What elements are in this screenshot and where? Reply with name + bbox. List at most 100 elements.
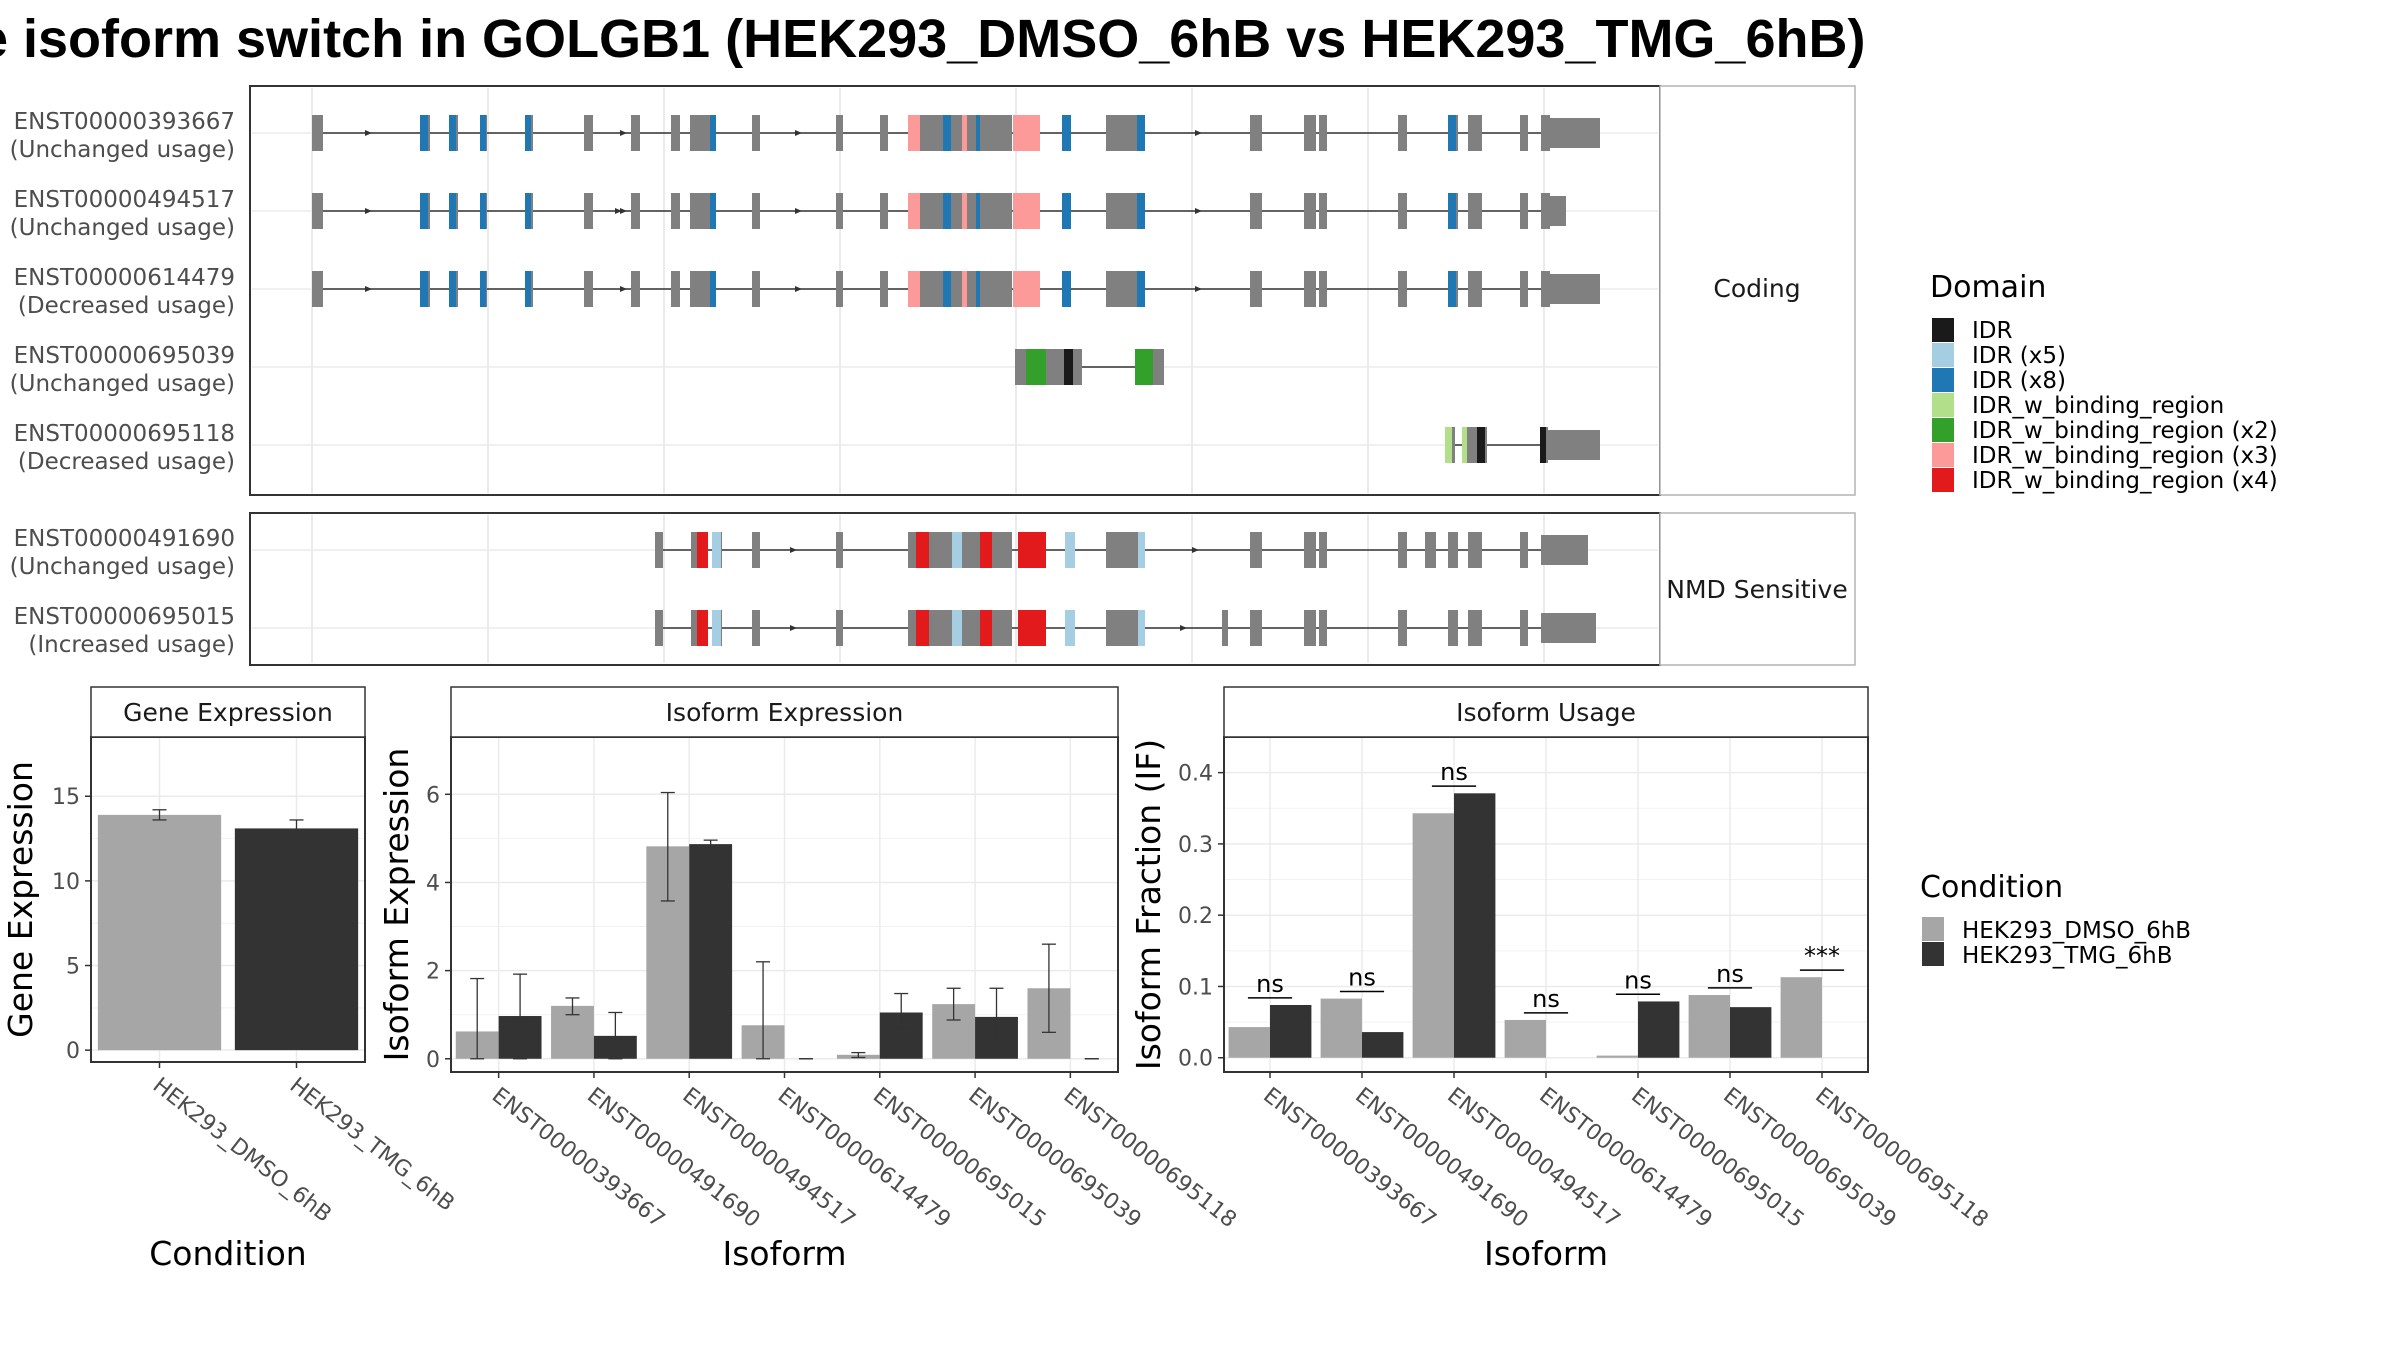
domain-segment [480, 115, 486, 151]
intron-direction-arrow [1180, 625, 1187, 631]
coding-strip [1659, 85, 1856, 496]
isoform-usage-chart: ns ns ns ns ns ns *** Isoform Usage 0.0 0.1 0.2 0.3… [1129, 686, 1993, 1273]
exon [1468, 271, 1482, 307]
exon [1468, 532, 1482, 568]
x-tick-label: ENST00000491690 [1350, 1083, 1532, 1233]
intron-direction-arrow [615, 208, 622, 214]
domain-legend-swatch [1932, 368, 1954, 392]
transcript-structures [312, 115, 1600, 646]
exon [1222, 610, 1228, 646]
domain-segment [952, 610, 962, 646]
transcript-usage-label: (Increased usage) [28, 632, 235, 658]
domain-legend-label: IDR (x8) [1972, 368, 2066, 394]
exon [752, 610, 760, 646]
exon [1520, 532, 1528, 568]
x-tick-label: ENST00000695015 [868, 1083, 1050, 1233]
y-tick-label: 6 [426, 783, 440, 808]
nmd-transcript-labels: ENST00000491690 (Unchanged usage) ENST00… [10, 526, 235, 658]
bar [234, 828, 359, 1051]
exon [1520, 115, 1528, 151]
strip-background [1223, 686, 1869, 738]
domain-segment [710, 271, 716, 307]
coding-transcript-labels: ENST00000393667 (Unchanged usage) ENST00… [10, 109, 235, 475]
domain-segment [1065, 610, 1075, 646]
x-tick-label: ENST00000695039 [1718, 1083, 1900, 1233]
intron-direction-arrow [790, 625, 797, 631]
bar [1688, 995, 1730, 1058]
x-tick-label: ENST00000695118 [1810, 1083, 1992, 1233]
strip-title: Isoform Usage [1456, 698, 1636, 727]
domain-segment [1448, 115, 1456, 151]
significance-label: ns [1624, 966, 1652, 994]
intron-direction-arrow [365, 130, 372, 136]
domain-segment [525, 271, 531, 307]
x-axis-title: Isoform [1484, 1234, 1608, 1273]
domain-segment [962, 271, 967, 307]
domain-segment [1013, 115, 1040, 151]
domain-legend-swatch [1932, 393, 1954, 417]
significance-label: ns [1348, 963, 1376, 991]
exon [908, 115, 1012, 151]
transcript-id-label: ENST00000695118 [14, 421, 235, 447]
y-axis-title: Isoform Fraction (IF) [1129, 739, 1168, 1070]
transcript-structure [312, 271, 1600, 307]
condition-legend: Condition HEK293_DMSO_6hB HEK293_TMG_6hB [1920, 870, 2191, 969]
legend-label-dmso: HEK293_DMSO_6hB [1962, 918, 2191, 944]
domain-legend-swatch [1932, 468, 1954, 492]
domain-segment [697, 532, 708, 568]
transcript-usage-label: (Unchanged usage) [10, 137, 235, 163]
domain-segment [1448, 271, 1456, 307]
domain-segment [1026, 349, 1046, 385]
intron-direction-arrow [620, 208, 627, 214]
legend-swatch-dmso [1922, 917, 1944, 941]
domain-legend-label: IDR (x5) [1972, 343, 2066, 369]
intron-direction-arrow [620, 286, 627, 292]
domain-legend-label: IDR [1972, 318, 2012, 344]
exon [752, 271, 760, 307]
intron-direction-arrow [790, 547, 797, 553]
exon [1541, 271, 1550, 307]
domain-segment [1138, 610, 1145, 646]
exon [1541, 115, 1550, 151]
exon [1250, 271, 1262, 307]
exon [312, 271, 323, 307]
exon [1541, 193, 1550, 229]
exon [1319, 193, 1327, 229]
y-axis-title: Isoform Expression [377, 748, 416, 1062]
exon [1319, 532, 1327, 568]
strip-background [90, 686, 366, 738]
domain-segment [1445, 427, 1452, 463]
bar [1362, 1032, 1404, 1058]
exon [671, 193, 680, 229]
exon [1319, 115, 1327, 151]
bar [97, 814, 222, 1051]
transcript-id-label: ENST00000695039 [14, 343, 235, 369]
exon [1448, 610, 1458, 646]
exon [1398, 271, 1407, 307]
domain-segment [449, 115, 456, 151]
domain-segment [710, 115, 716, 151]
transcript-structure [655, 532, 1588, 568]
transcript-structure [312, 193, 1566, 229]
exon [1304, 271, 1316, 307]
transcript-id-label: ENST00000614479 [14, 265, 235, 291]
domain-segment [980, 610, 992, 646]
domain-segment [980, 532, 992, 568]
exon [1250, 115, 1262, 151]
exon [836, 610, 843, 646]
coding-strip-label: Coding [1713, 274, 1800, 303]
exon [836, 532, 843, 568]
bar [1270, 1005, 1312, 1058]
exon [1304, 532, 1316, 568]
intron-direction-arrow [795, 286, 802, 292]
exon [655, 610, 663, 646]
intron-direction-arrow [365, 286, 372, 292]
exon [752, 115, 760, 151]
exon [631, 271, 640, 307]
domain-legend-swatch [1932, 318, 1954, 342]
exon [1398, 115, 1407, 151]
domain-segment [1065, 532, 1075, 568]
y-tick-label: 4 [426, 871, 440, 896]
exon [1319, 271, 1327, 307]
